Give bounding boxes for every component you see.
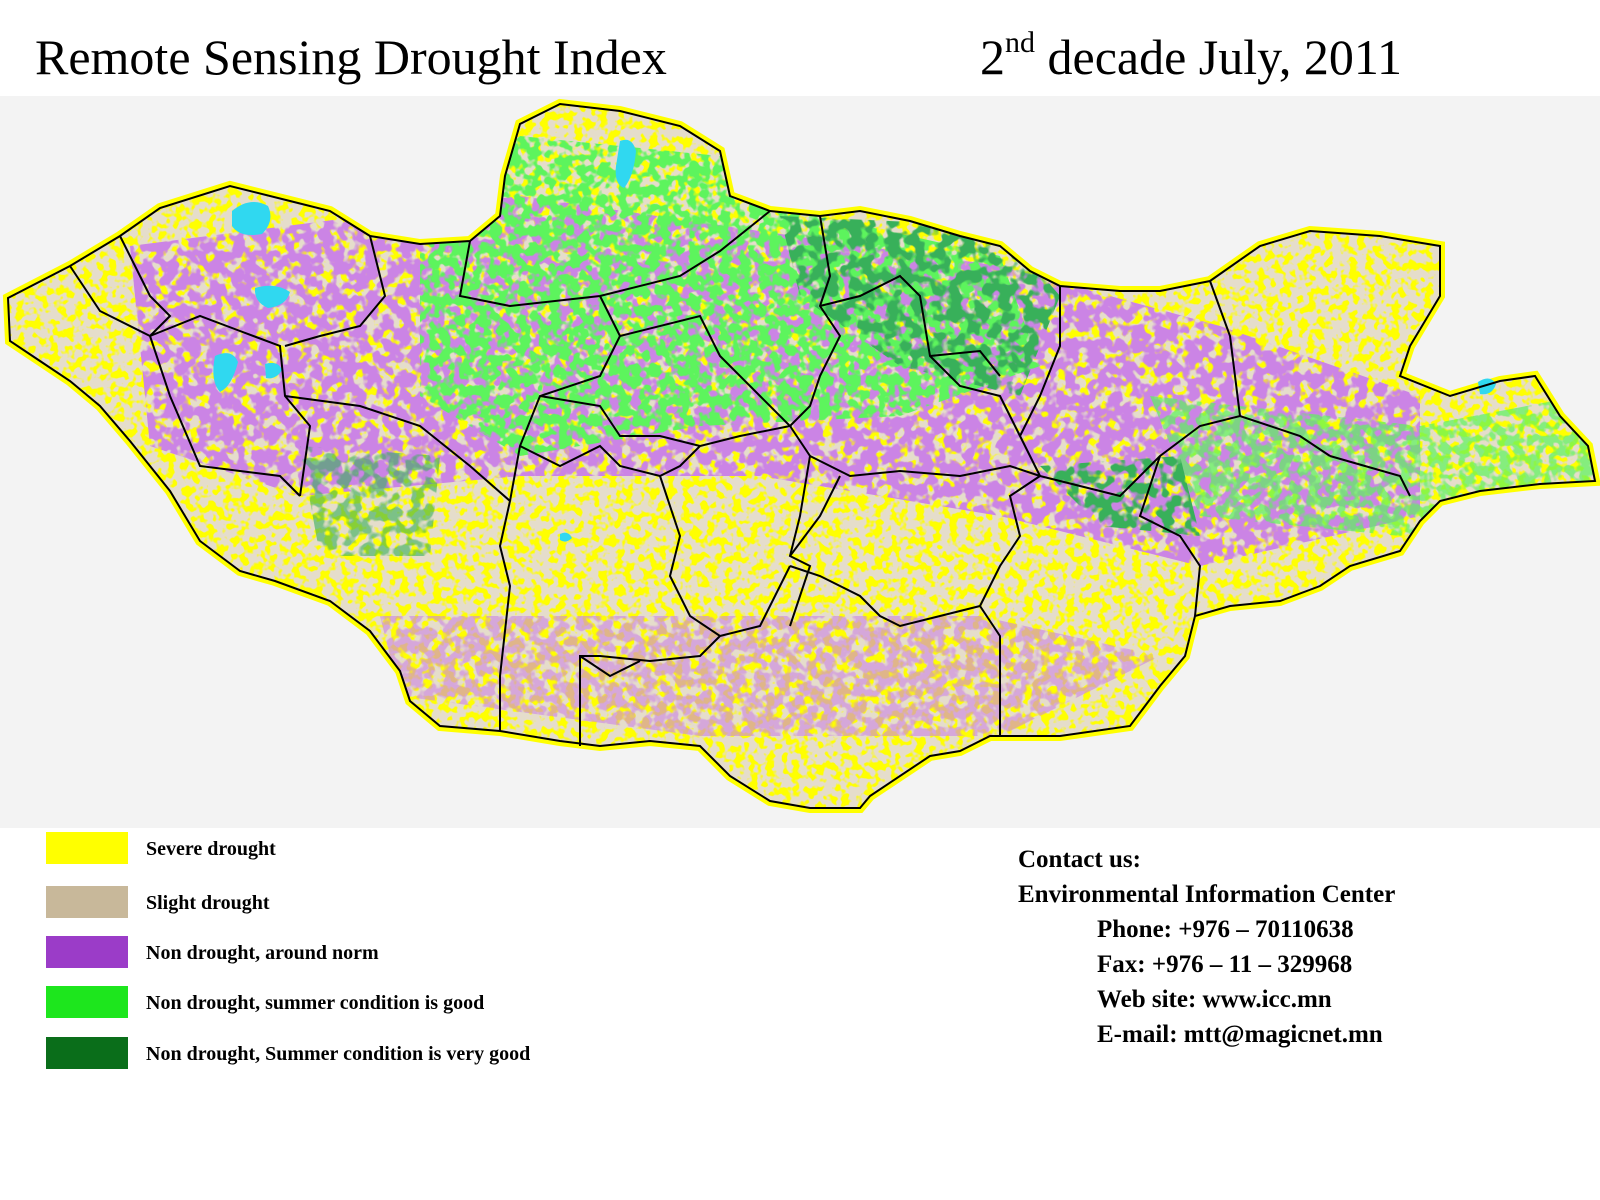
legend-swatch-good xyxy=(46,986,128,1018)
around-norm-layer-south xyxy=(380,616,1160,736)
drought-map-svg xyxy=(0,96,1600,828)
lake-small xyxy=(560,532,572,542)
province-boundaries xyxy=(7,103,1596,809)
decade-number: 2 xyxy=(980,29,1005,85)
legend-item-good: Non drought, summer condition is good xyxy=(46,986,626,1022)
very-good-condition-layer-west xyxy=(300,446,440,556)
map-date: 2nd decade July, 2011 xyxy=(980,28,1403,85)
lake-dorgon xyxy=(265,362,282,379)
contact-phone: Phone: +976 – 70110638 xyxy=(1097,916,1354,943)
lake-khar-us xyxy=(254,285,290,308)
legend: Severe drought Slight drought Non drough… xyxy=(46,832,626,1072)
drought-map xyxy=(0,96,1600,828)
contact-organization: Environmental Information Center xyxy=(1018,881,1396,908)
lake-khuvsgul xyxy=(615,139,636,188)
lake-khar xyxy=(213,353,238,392)
legend-label-severe: Severe drought xyxy=(146,838,276,860)
legend-item-severe: Severe drought xyxy=(46,832,626,868)
lakes xyxy=(213,139,1496,542)
legend-label-norm: Non drought, around norm xyxy=(146,942,379,964)
decade-text: decade July, 2011 xyxy=(1035,29,1403,85)
legend-label-very-good: Non drought, Summer condition is very go… xyxy=(146,1043,531,1065)
contact-block: Contact us: Environmental Information Ce… xyxy=(1018,842,1395,1052)
lake-buir xyxy=(1478,378,1496,395)
legend-swatch-severe xyxy=(46,832,128,864)
legend-swatch-norm xyxy=(46,936,128,968)
good-condition-layer xyxy=(420,136,1040,456)
legend-swatch-very-good xyxy=(46,1037,128,1069)
lake-uvs xyxy=(232,202,271,235)
legend-label-good: Non drought, summer condition is good xyxy=(146,992,485,1014)
legend-item-slight: Slight drought xyxy=(46,886,626,922)
legend-label-slight: Slight drought xyxy=(146,892,270,914)
legend-item-norm: Non drought, around norm xyxy=(46,936,626,972)
map-title: Remote Sensing Drought Index xyxy=(35,29,667,85)
contact-email[interactable]: E-mail: mtt@magicnet.mn xyxy=(1097,1021,1383,1048)
contact-fax: Fax: +976 – 11 – 329968 xyxy=(1097,951,1353,978)
decade-suffix: nd xyxy=(1005,26,1035,59)
legend-swatch-slight xyxy=(46,886,128,918)
very-good-condition-layer xyxy=(780,216,1060,396)
contact-heading: Contact us: xyxy=(1018,846,1141,873)
legend-item-very-good: Non drought, Summer condition is very go… xyxy=(46,1037,626,1073)
contact-website[interactable]: Web site: www.icc.mn xyxy=(1097,986,1332,1013)
